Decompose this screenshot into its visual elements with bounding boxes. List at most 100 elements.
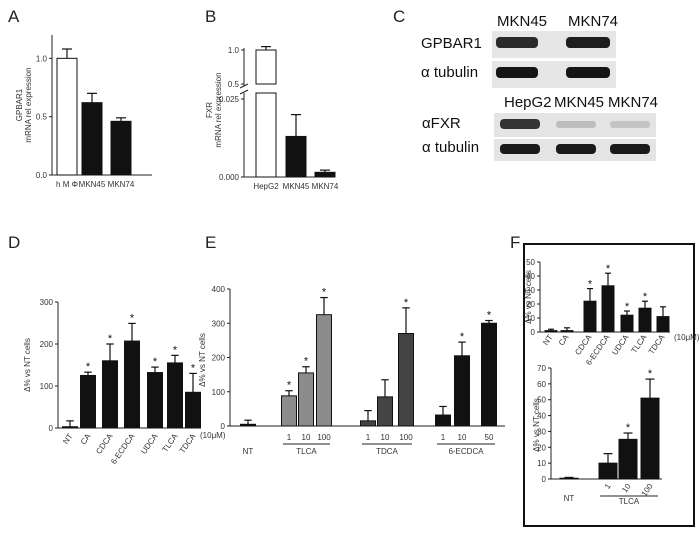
chart-f1-6-category-label: TDCA — [647, 332, 667, 356]
chart-e-dose-label: 10 — [302, 433, 311, 442]
western-blot-panel: MKN45 MKN74 GPBAR1 α tubulin HepG2 MKN45… — [421, 13, 658, 161]
chart-e-ytick-label: 200 — [212, 354, 226, 363]
panel-label-a: A — [8, 7, 20, 26]
chart-f1-5-significance-star: * — [643, 291, 648, 303]
chart-e-group-label: NT — [243, 447, 254, 456]
chart-f2-category-label: NT — [564, 494, 575, 503]
chart-e-g3-2-significance-star: * — [487, 310, 492, 322]
chart-b-category-label: MKN45 — [283, 182, 310, 191]
chart-f2-ytick-label: 10 — [537, 459, 546, 468]
chart-f2-1-category-label: 1 — [603, 482, 613, 491]
blot-row-tubulin-bottom: α tubulin — [422, 139, 479, 156]
chart-d-y-title: Δ% vs NT cells — [23, 338, 32, 392]
chart-b-0-bar-lower — [255, 92, 277, 178]
chart-e-g1-2-significance-star: * — [322, 287, 327, 299]
band-tubulin-mkn45 — [496, 67, 538, 78]
chart-e-g1-0-significance-star: * — [287, 380, 292, 392]
chart-a-y-title-line: mRNA rel expression — [24, 67, 33, 142]
chart-b-category-label: MKN74 — [312, 182, 339, 191]
blot-header-hepg2: HepG2 — [504, 94, 552, 111]
chart-e-ytick-label: 300 — [212, 319, 226, 328]
chart-e-g2-2-significance-star: * — [404, 297, 409, 309]
chart-d-1-category-label: CA — [79, 431, 93, 446]
band-tubulin-mkn74-b — [610, 144, 650, 154]
chart-f2-3-bar — [640, 397, 660, 480]
chart-d-0-category-label: NT — [61, 432, 75, 446]
chart-d-ytick-label: 300 — [40, 298, 54, 307]
chart-f2-y-title: Δ% vs NT cells — [532, 398, 541, 452]
blot-header-mkn74: MKN74 — [568, 13, 618, 30]
chart-f1-5-bar — [638, 307, 652, 333]
chart-f1-ytick-label: 20 — [526, 300, 535, 309]
chart-d-4-bar — [147, 372, 163, 429]
chart-d-6-significance-star: * — [191, 362, 196, 374]
chart-f2-1-bar — [598, 462, 618, 480]
chart-e-g1-1-significance-star: * — [304, 356, 309, 368]
chart-d-ytick-label: 200 — [40, 340, 54, 349]
chart-d-5-significance-star: * — [173, 344, 178, 356]
chart-e-group-label: TDCA — [376, 447, 398, 456]
chart-e-ytick-label: 100 — [212, 388, 226, 397]
chart-f1-1-bar — [560, 330, 574, 333]
chart-f2-ytick-label: 70 — [537, 364, 546, 373]
chart-a-1-bar — [81, 102, 103, 176]
chart-b-category-label: HepG2 — [253, 182, 279, 191]
band-gpbar1-mkn45 — [496, 37, 538, 48]
chart-e-g1-2-bar — [316, 314, 332, 427]
chart-f2-2-bar — [618, 438, 638, 480]
chart-d-6-bar — [185, 391, 201, 429]
chart-a-0-bar — [56, 57, 78, 176]
chart-a-ytick-label: 1.0 — [36, 54, 48, 63]
chart-d-2-bar — [102, 360, 118, 429]
chart-f2-ytick-label: 50 — [537, 396, 546, 405]
band-tubulin-hepg2 — [500, 144, 540, 154]
chart-d-ytick-label: 0 — [49, 424, 54, 433]
chart-b-ytick-label: 1.0 — [228, 46, 240, 55]
chart-d-3-bar — [124, 340, 140, 429]
chart-e-g2-1-bar — [377, 396, 393, 427]
chart-f1-ytick-label: 50 — [526, 258, 535, 267]
chart-e-g1-0-bar — [281, 395, 297, 427]
chart-d-ytick-label: 100 — [40, 382, 54, 391]
chart-a-category-label: h M Φ — [56, 180, 78, 189]
chart-f1-y-title-line: Δ% vs NT cells — [524, 270, 533, 324]
chart-e-g2-0-bar — [360, 420, 376, 427]
chart-d-1-bar — [80, 375, 96, 429]
chart-b-ytick-label: 0.5 — [228, 80, 240, 89]
chart-a-y-title-line: GPBAR1 — [15, 88, 24, 121]
panel-label-b: B — [205, 7, 216, 26]
chart-b-axis-break — [239, 83, 249, 89]
chart-a-2-bar — [110, 120, 132, 176]
panel-label-d: D — [8, 233, 20, 252]
chart-f2-2-category-label: 10 — [620, 482, 633, 495]
blot-header-mkn45-b: MKN45 — [554, 94, 604, 111]
chart-b-axis-break — [239, 89, 249, 95]
chart-f1-ytick-label: 10 — [526, 314, 535, 323]
chart-d-3-significance-star: * — [130, 312, 135, 324]
chart-f1-2-bar — [583, 300, 597, 333]
chart-e-group-label: 6-ECDCA — [448, 447, 484, 456]
panel-f-frame — [523, 243, 695, 527]
chart-d-5-bar — [167, 362, 183, 429]
chart-f1-y-title: Δ% vs NT cells — [524, 270, 533, 324]
blot-row-fxr: αFXR — [422, 115, 461, 132]
blot-row-tubulin-top: α tubulin — [421, 64, 478, 81]
chart-b-y-title-line: FXR — [205, 102, 214, 118]
chart-e-g1-1-bar — [298, 372, 314, 427]
chart-f2-y-title-line: Δ% vs NT cells — [532, 398, 541, 452]
chart-a-ytick-label: 0.0 — [36, 171, 48, 180]
chart-b-1-bar — [285, 135, 307, 178]
chart-f2-ytick-label: 40 — [537, 412, 546, 421]
band-fxr-hepg2 — [500, 119, 540, 129]
chart-f1-0-category-label: NT — [541, 333, 555, 347]
chart-d-4-category-label: UDCA — [139, 431, 160, 455]
chart-f2-group-label: TLCA — [619, 497, 640, 506]
chart-f1-2-significance-star: * — [588, 279, 593, 291]
band-tubulin-mkn45-b — [556, 144, 596, 154]
chart-f1-ytick-label: 40 — [526, 272, 535, 281]
band-gpbar1-mkn74 — [566, 37, 610, 48]
chart-e-group-label: TLCA — [296, 447, 317, 456]
chart-b-2-bar — [314, 171, 336, 178]
panel-label-c: C — [393, 7, 405, 26]
